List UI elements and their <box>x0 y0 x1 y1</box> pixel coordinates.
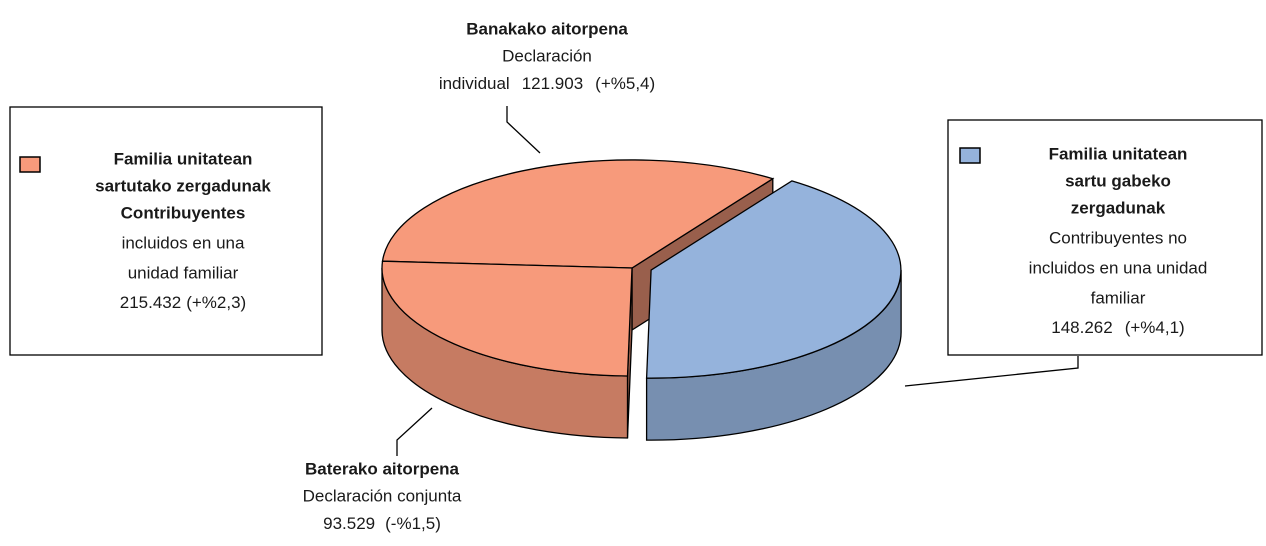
slice <box>381 159 775 269</box>
legend-text: Contribuyentes no <box>1049 228 1187 247</box>
pie <box>381 159 902 441</box>
slice-sublabel: Declaración conjunta <box>303 486 462 505</box>
legend-swatch <box>959 147 981 164</box>
slice <box>645 180 902 379</box>
change-label: (+%4,1) <box>1125 318 1185 337</box>
slice-label: Baterako aitorpena <box>305 459 460 478</box>
legend-value: 215.432 (+%2,3) <box>120 293 246 312</box>
legend-title: sartutako zergadunak <box>95 176 271 195</box>
value-label: 93.529 <box>323 514 375 533</box>
slice-value: individual 121.903 (+%5,4) <box>439 74 655 93</box>
change-label: (-%1,5) <box>385 514 441 533</box>
leader-line <box>904 356 1079 387</box>
change-label: (+%2,3) <box>186 293 246 312</box>
leader-line <box>506 106 541 154</box>
legend-title: sartu gabeko <box>1065 171 1171 190</box>
value-label: 121.903 <box>522 74 583 93</box>
slice-sublabel: Declaración <box>502 46 592 65</box>
legend-title: Familia unitatean <box>1049 144 1188 163</box>
legend-title: zergadunak <box>1071 198 1166 217</box>
legend-text: unidad familiar <box>128 263 239 282</box>
legend-text: familiar <box>1091 288 1146 307</box>
slice-label: Banakako aitorpena <box>466 19 628 38</box>
slice-value: 93.529 (-%1,5) <box>323 514 441 533</box>
legend-swatch <box>19 156 41 173</box>
legend-text: incluidos en una <box>122 233 245 252</box>
leader-line <box>396 407 433 456</box>
change-label: (+%5,4) <box>595 74 655 93</box>
legend-box <box>9 106 323 356</box>
value-label: 215.432 <box>120 293 181 312</box>
value-label: 148.262 <box>1051 318 1112 337</box>
legend-title: Contribuyentes <box>121 203 246 222</box>
legend-title: Familia unitatean <box>114 149 253 168</box>
legend-value: 148.262 (+%4,1) <box>1051 318 1184 337</box>
legend-box <box>947 119 1263 356</box>
legend-text: incluidos en una unidad <box>1029 258 1208 277</box>
slice-sublabel: individual <box>439 74 510 93</box>
slice <box>381 260 633 377</box>
